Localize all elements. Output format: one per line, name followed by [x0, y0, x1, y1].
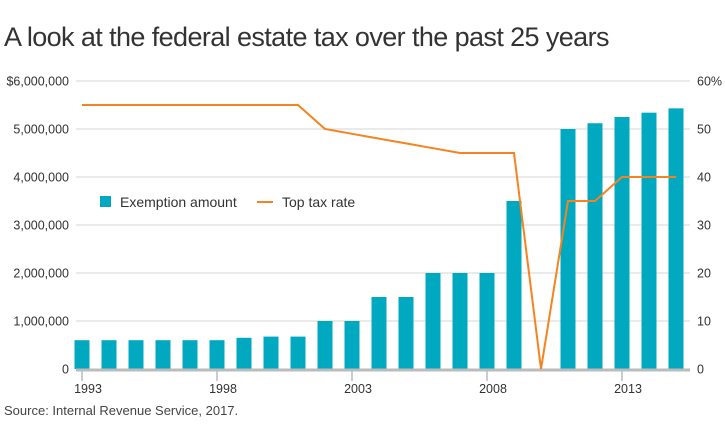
bar-exemption-2008 [479, 273, 495, 369]
bar-exemption-2003 [344, 321, 360, 369]
bar-exemption-1999 [236, 337, 252, 369]
legend-swatch-exemption [100, 196, 111, 207]
y-right-tick-label: 60% [697, 75, 722, 89]
bar-exemption-2004 [371, 297, 387, 369]
legend-label-exemption: Exemption amount [120, 194, 237, 210]
y-left-tick-label: 5,000,000 [13, 123, 69, 137]
y-right-tick-label: 30 [697, 219, 711, 233]
chart-title: A look at the federal estate tax over th… [4, 22, 609, 52]
y-right-tick-label: 50 [697, 123, 711, 137]
bar-exemption-2011 [560, 129, 576, 369]
bar-exemption-2002 [317, 321, 333, 369]
legend-label-tax-rate: Top tax rate [282, 194, 355, 210]
bar-exemption-2009 [506, 201, 522, 369]
bar-exemption-1995 [128, 340, 144, 369]
y-right-tick-label: 40 [697, 171, 711, 185]
x-tick-label: 2003 [344, 382, 372, 396]
bar-exemption-2005 [398, 297, 414, 369]
y-left-tick-label: 3,000,000 [13, 219, 69, 233]
bar-exemption-1994 [101, 340, 117, 369]
y-left-tick-label: $6,000,000 [6, 75, 69, 89]
bar-exemption-1998 [209, 340, 225, 369]
y-right-tick-label: 20 [697, 267, 711, 281]
y-right-tick-label: 10 [697, 315, 711, 329]
x-tick-label: 2013 [614, 382, 642, 396]
bar-exemption-1993 [74, 340, 90, 369]
bar-exemption-2014 [641, 112, 657, 370]
legend: Exemption amount Top tax rate [100, 194, 355, 210]
bar-exemption-2006 [425, 273, 441, 369]
tax-rate-line [81, 104, 677, 370]
y-axis-left: 0 1,000,000 2,000,000 3,000,000 4,000,000 5,0… [6, 75, 69, 377]
y-left-tick-label: 4,000,000 [13, 171, 69, 185]
bar-exemption-2000 [263, 336, 279, 369]
x-tick-labels: 1993 1998 2003 2008 2013 [74, 371, 642, 396]
gridlines [76, 80, 690, 322]
y-left-tick-label: 1,000,000 [13, 315, 69, 329]
y-right-tick-label: 0 [697, 363, 704, 377]
source-note: Source: Internal Revenue Service, 2017. [4, 403, 239, 418]
x-tick-label: 2008 [479, 382, 507, 396]
bar-exemption-2001 [290, 336, 306, 369]
y-left-tick-label: 2,000,000 [13, 267, 69, 281]
bar-exemption-1997 [182, 340, 198, 369]
x-tick-label: 1998 [209, 382, 237, 396]
y-axis-right: 0 10 20 30 40 50 60% [697, 75, 722, 377]
y-left-tick-label: 0 [62, 363, 69, 377]
bar-exemption-2015 [668, 108, 684, 370]
bars [74, 108, 684, 370]
x-tick-label: 1993 [74, 382, 102, 396]
bar-exemption-2012 [587, 123, 603, 370]
bar-exemption-2013 [614, 117, 630, 369]
bar-exemption-1996 [155, 340, 171, 369]
bar-exemption-2007 [452, 273, 468, 369]
